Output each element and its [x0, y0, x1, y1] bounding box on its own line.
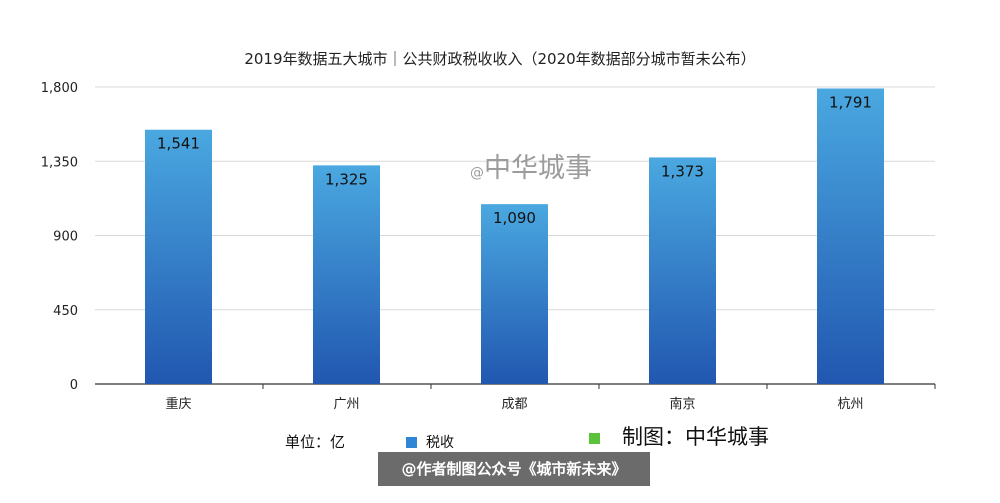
bar	[313, 165, 380, 384]
bar	[145, 129, 212, 384]
x-tick-label: 南京	[669, 396, 695, 412]
y-tick-label: 0	[70, 378, 78, 393]
y-tick-label: 900	[53, 230, 78, 245]
bar	[481, 204, 548, 384]
x-tick-label: 重庆	[165, 396, 191, 412]
chart-title: 2019年数据五大城市｜公共财政税收收入（2020年数据部分城市暂未公布）	[244, 50, 756, 68]
legend-label-tax: 税收	[426, 435, 454, 451]
legend-swatch-blue	[406, 437, 417, 448]
x-tick-label: 成都	[501, 397, 527, 412]
y-tick-label: 450	[53, 304, 78, 319]
watermark-at: @	[470, 165, 484, 181]
labels: 0 450 900 1,350 1,800 1,541 重庆 1,325 广州 1,090 成都 1,…	[41, 81, 872, 412]
bar	[817, 88, 884, 385]
legend-item-tax: 税收	[406, 432, 454, 452]
x-tick-label: 广州	[333, 397, 359, 412]
bar-value-label: 1,325	[325, 170, 368, 188]
bars	[145, 88, 884, 385]
y-tick-label: 1,800	[41, 81, 78, 96]
bar	[649, 157, 716, 384]
maker-credit: 制图：中华城事	[622, 425, 769, 449]
footer-banner: @作者制图公众号《城市新未来》	[378, 452, 650, 486]
unit-label: 单位：亿	[285, 433, 346, 451]
watermark: @中华城事	[470, 146, 592, 185]
watermark-text: 中华城事	[484, 153, 592, 184]
x-tick-label: 杭州	[837, 397, 863, 412]
bar-value-label: 1,541	[157, 135, 200, 153]
bar-value-label: 1,373	[661, 162, 704, 180]
bar-value-label: 1,090	[493, 209, 536, 227]
y-tick-label: 1,350	[41, 155, 78, 170]
legend-swatch-green	[589, 433, 600, 444]
bar-value-label: 1,791	[829, 93, 872, 111]
